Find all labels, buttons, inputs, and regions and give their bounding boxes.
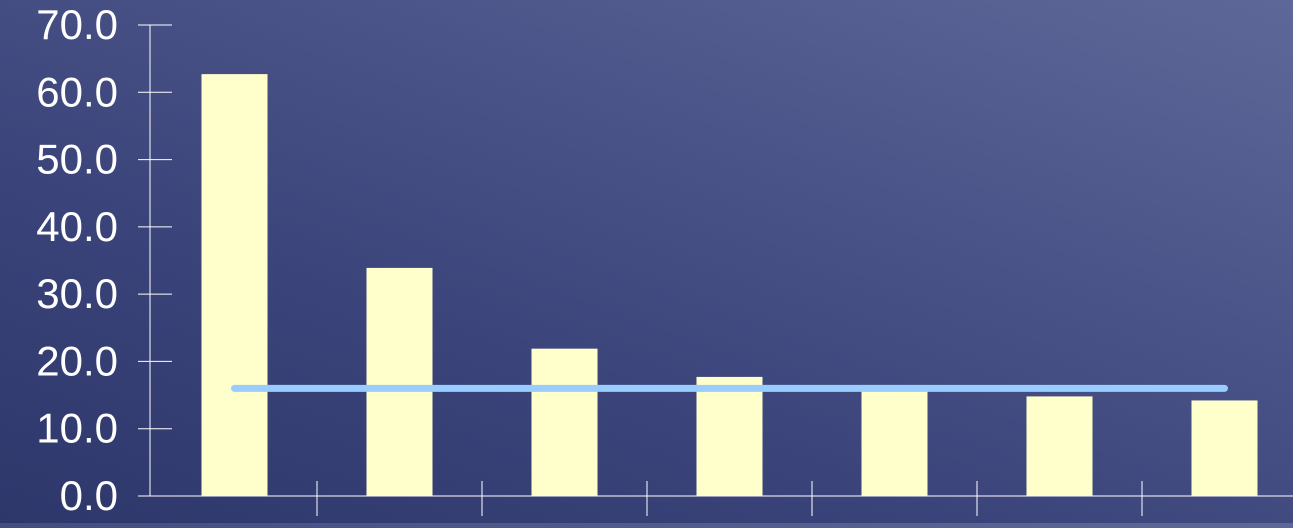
- y-tick-label: 60.0: [36, 68, 118, 115]
- y-tick-label: 20.0: [36, 337, 118, 384]
- bar: [861, 389, 928, 496]
- y-axis-ticks: 0.0 10.0 20.0 30.0 40.0 50.0 60.0 70.0: [36, 1, 172, 519]
- y-tick-label: 10.0: [36, 405, 118, 452]
- bars: [201, 74, 1258, 497]
- y-tick-label: 40.0: [36, 203, 118, 250]
- bar: [366, 267, 433, 496]
- bar: [1026, 396, 1093, 496]
- bar: [531, 348, 598, 496]
- bar: [1191, 400, 1258, 496]
- y-tick-label: 50.0: [36, 136, 118, 183]
- bar: [696, 376, 763, 496]
- y-tick-label: 30.0: [36, 270, 118, 317]
- y-tick-label: 0.0: [60, 472, 118, 519]
- y-tick-label: 70.0: [36, 1, 118, 48]
- bar: [201, 74, 268, 497]
